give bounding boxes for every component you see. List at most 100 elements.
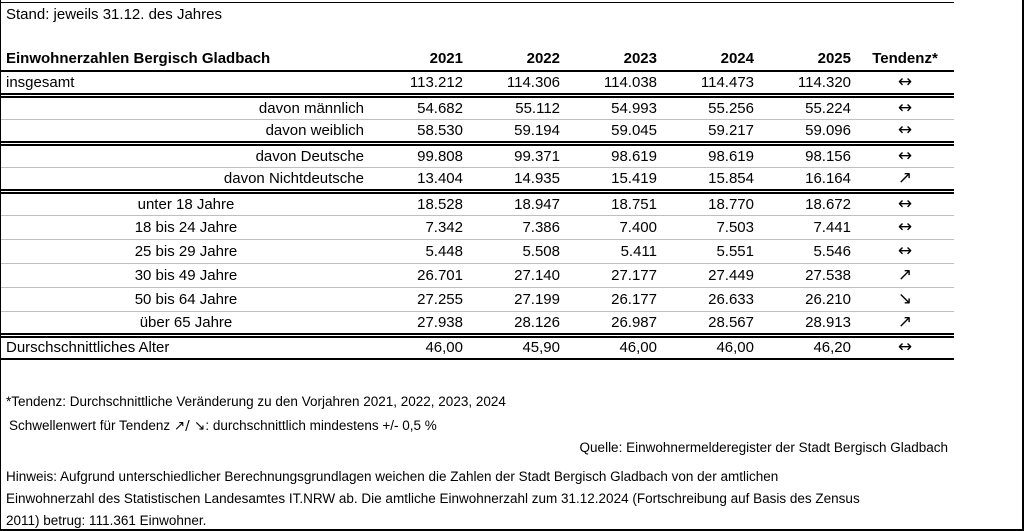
- table-row: davon Nichtdeutsche 13.404 14.935 15.419 15.…: [1, 167, 954, 191]
- table-row: davon männlich 54.682 55.112 54.993 55.256 55…: [1, 95, 954, 119]
- hinweis-line: 2011) betrug: 111.361 Einwohner.: [6, 513, 207, 528]
- row-label: davon Deutsche: [255, 147, 364, 165]
- row-label: insgesamt: [6, 73, 75, 91]
- cell-value: 27.538: [805, 266, 851, 284]
- cell-value: 26.633: [708, 290, 754, 308]
- row-label: Durschschnittliches Alter: [6, 339, 170, 357]
- tendenz-header: Tendenz*: [872, 49, 938, 67]
- tendenz-arrow: ↗: [897, 311, 913, 332]
- row-label: 18 bis 24 Jahre: [134, 218, 238, 236]
- cell-value: 114.038: [603, 73, 657, 91]
- tendenz-arrow: ↔: [897, 240, 913, 261]
- cell-value: 7.503: [716, 218, 754, 236]
- cell-value: 54.682: [417, 99, 463, 117]
- tendenz-arrow: ↔: [897, 145, 913, 166]
- cell-value: 27.140: [514, 266, 560, 284]
- cell-value: 46,00: [716, 339, 754, 357]
- cell-value: 27.449: [708, 266, 754, 284]
- stand-note: Stand: jeweils 31.12. des Jahres: [6, 6, 222, 23]
- footnote-schwellenwert-prefix: Schwellenwert für Tendenz: [9, 418, 174, 433]
- footnote-tendenz: *Tendenz: Durchschnittliche Veränderung …: [6, 394, 506, 409]
- tendenz-arrow: ↔: [897, 337, 913, 358]
- cell-value: 15.419: [611, 169, 657, 187]
- cell-value: 16.164: [805, 169, 851, 187]
- cell-value: 26.177: [611, 290, 657, 308]
- cell-value: 5.411: [620, 242, 657, 260]
- table-row: 50 bis 64 Jahre 27.255 27.199 26.177 26.633 2…: [1, 287, 954, 311]
- cell-value: 28.126: [514, 313, 560, 331]
- cell-value: 7.386: [522, 218, 560, 236]
- hinweis-line: Hinweis: Aufgrund unterschiedlicher Bere…: [6, 469, 779, 484]
- cell-value: 5.546: [813, 242, 851, 260]
- cell-value: 99.371: [514, 147, 560, 165]
- cell-value: 5.508: [522, 242, 560, 260]
- cell-value: 27.177: [611, 266, 657, 284]
- cell-value: 26.701: [417, 266, 463, 284]
- table-row: insgesamt 113.212 114.306 114.038 114.473 114…: [1, 71, 954, 95]
- table-row: 18 bis 24 Jahre 7.342 7.386 7.400 7.503 7.441…: [1, 215, 954, 239]
- cell-value: 7.441: [813, 218, 851, 236]
- cell-value: 55.112: [515, 99, 560, 117]
- cell-value: 46,00: [619, 339, 657, 357]
- table-header-row: Einwohnerzahlen Bergisch Gladbach 2021 2…: [1, 46, 954, 71]
- cell-value: 18.947: [514, 195, 560, 213]
- cell-value: 54.993: [611, 99, 657, 117]
- tendenz-arrow: ↔: [897, 193, 913, 214]
- row-label: 30 bis 49 Jahre: [134, 266, 238, 284]
- hinweis-note: Hinweis: Aufgrund unterschiedlicher Bere…: [6, 466, 860, 529]
- tendenz-arrow: ↗: [897, 167, 913, 188]
- cell-value: 59.096: [805, 121, 851, 139]
- cell-value: 13.404: [417, 169, 463, 187]
- table-row: unter 18 Jahre 18.528 18.947 18.751 18.770 18…: [1, 191, 954, 215]
- cell-value: 18.672: [805, 195, 851, 213]
- cell-value: 114.306: [506, 73, 560, 91]
- cell-value: 46,00: [425, 339, 463, 357]
- year-header-2025: 2025: [817, 49, 851, 67]
- row-label: 50 bis 64 Jahre: [134, 290, 238, 308]
- year-header-2023: 2023: [623, 49, 657, 67]
- cell-value: 58.530: [417, 121, 463, 139]
- row-label: über 65 Jahre: [139, 313, 233, 331]
- row-label: davon männlich: [258, 99, 364, 117]
- cell-value: 7.342: [425, 218, 463, 236]
- cell-value: 18.770: [708, 195, 754, 213]
- cell-value: 59.217: [708, 121, 754, 139]
- cell-value: 28.567: [708, 313, 754, 331]
- tendenz-arrow: ↔: [897, 216, 913, 237]
- cell-value: 55.256: [708, 99, 754, 117]
- table-row: 25 bis 29 Jahre 5.448 5.508 5.411 5.551 5.546…: [1, 239, 954, 263]
- cell-value: 14.935: [514, 169, 560, 187]
- cell-value: 26.987: [611, 313, 657, 331]
- year-header-2024: 2024: [720, 49, 754, 67]
- cell-value: 15.854: [708, 169, 754, 187]
- row-label: unter 18 Jahre: [137, 195, 235, 213]
- cell-value: 5.448: [425, 242, 463, 260]
- cell-value: 27.255: [417, 290, 463, 308]
- top-rule-line: [1, 2, 954, 3]
- cell-value: 28.913: [805, 313, 851, 331]
- table-row: davon Deutsche 99.808 99.371 98.619 98.619 98…: [1, 143, 954, 167]
- cell-value: 59.194: [514, 121, 560, 139]
- cell-value: 27.199: [514, 290, 560, 308]
- cell-value: 7.400: [619, 218, 657, 236]
- population-table: Einwohnerzahlen Bergisch Gladbach 2021 2…: [1, 46, 954, 360]
- cell-value: 26.210: [805, 290, 851, 308]
- cell-value: 5.551: [716, 242, 754, 260]
- tendenz-arrow: ↗: [897, 264, 913, 285]
- cell-value: 59.045: [611, 121, 657, 139]
- cell-value: 55.224: [805, 99, 851, 117]
- trend-arrows-glyphs: ↗/ ↘: [173, 418, 206, 434]
- table-row: Durschschnittliches Alter 46,00 45,90 46,00…: [1, 335, 954, 359]
- cell-value: 45,90: [522, 339, 560, 357]
- cell-value: 99.808: [417, 147, 463, 165]
- row-label: davon Nichtdeutsche: [223, 169, 364, 187]
- row-label: 25 bis 29 Jahre: [134, 242, 238, 260]
- cell-value: 114.320: [797, 73, 851, 91]
- population-table-body: insgesamt 113.212 114.306 114.038 114.473 114…: [1, 71, 954, 359]
- table-row: 30 bis 49 Jahre 26.701 27.140 27.177 27.449 2…: [1, 263, 954, 287]
- tendenz-arrow: ↘: [897, 288, 913, 309]
- year-header-2021: 2021: [429, 49, 463, 67]
- cell-value: 114.473: [700, 73, 754, 91]
- footnote-schwellenwert-suffix: : durchschnittlich mindestens +/- 0,5 %: [205, 418, 437, 433]
- cell-value: 113.212: [409, 73, 463, 91]
